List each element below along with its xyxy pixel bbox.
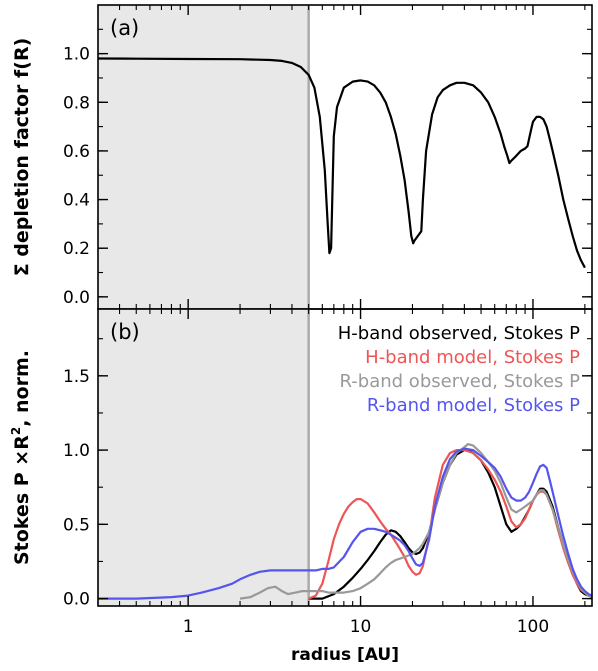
y-tick-label-a: 0.8 xyxy=(63,93,90,113)
x-tick-label: 1 xyxy=(183,617,194,637)
y-tick-label-a: 0.4 xyxy=(63,191,90,211)
y-tick-label-b: 1.0 xyxy=(63,441,90,461)
x-tick-label: 100 xyxy=(517,617,549,637)
series-line-a-1 xyxy=(97,57,586,269)
series-line-b-1 xyxy=(308,449,593,600)
y-tick-label-a: 1.0 xyxy=(63,45,90,65)
legend-entry: H-band observed, Stokes P xyxy=(338,323,580,344)
y-tick-label-a: 0.0 xyxy=(63,288,90,308)
inner-disk-shading-b xyxy=(98,309,309,606)
panel-b: 0.0 0.5 1.0 1.5 (b) Stokes P ×R2, norm. 1 10 100… xyxy=(9,308,593,665)
panel-a: 0.0 0.2 0.4 0.6 0.8 1.0 (a) Σ depletion factor … xyxy=(11,4,593,310)
y-tick-label-b: 0.5 xyxy=(63,515,90,535)
legend-entry: H-band model, Stokes P xyxy=(365,347,580,368)
series-line-b-3 xyxy=(239,443,593,600)
y-tick-label-a: 0.2 xyxy=(63,239,90,259)
y-axis-label-a: Σ depletion factor f(R) xyxy=(11,38,33,277)
legend-entry: R-band model, Stokes P xyxy=(367,395,580,416)
y-tick-label-a: 0.6 xyxy=(63,142,90,162)
panel-label-a: (a) xyxy=(110,16,139,40)
y-tick-label-b: 0.0 xyxy=(63,590,90,610)
x-axis-label: radius [AU] xyxy=(291,645,399,665)
series-line-b-2 xyxy=(308,449,593,600)
plot-frame-b xyxy=(97,308,593,607)
y-tick-label-b: 1.5 xyxy=(63,367,90,387)
panel-label-b: (b) xyxy=(110,320,140,344)
y-axis-label-b: Stokes P ×R2, norm. xyxy=(9,350,33,565)
x-tick-label: 10 xyxy=(350,617,372,637)
series-line-b-4 xyxy=(98,447,593,600)
legend-entry: R-band observed, Stokes P xyxy=(340,371,581,392)
inner-disk-shading-a xyxy=(98,5,309,309)
